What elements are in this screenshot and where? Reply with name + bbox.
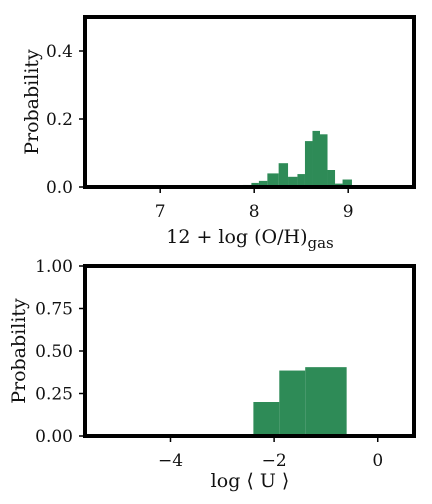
bottom-y-tick-label: 0.50 bbox=[35, 342, 73, 362]
bottom-plot-frame bbox=[83, 264, 416, 438]
top-y-axis-label: Probability bbox=[21, 49, 43, 155]
top-x-ticks: 7 8 9 bbox=[155, 187, 354, 222]
top-histogram-bar bbox=[327, 170, 336, 187]
top-x-tick-label: 9 bbox=[343, 202, 354, 222]
top-y-tick-label: 0.4 bbox=[46, 42, 73, 62]
top-histogram-bar bbox=[258, 180, 268, 187]
top-histogram-bar bbox=[297, 174, 305, 187]
top-histogram-bar bbox=[278, 163, 289, 187]
bottom-histogram-bar bbox=[253, 402, 280, 436]
top-histogram-bar bbox=[267, 173, 279, 187]
bottom-chart: −4 −2 0 0.00 0.25 0.50 0.75 1.00 Probability l… bbox=[8, 257, 416, 492]
top-histogram-bars bbox=[235, 130, 352, 187]
bottom-y-ticks: 0.00 0.25 0.50 0.75 1.00 bbox=[35, 257, 85, 447]
top-histogram-bar bbox=[320, 134, 328, 187]
bottom-histogram-bar bbox=[305, 367, 347, 436]
bottom-histogram-bar bbox=[279, 370, 306, 436]
bottom-x-ticks: −4 −2 0 bbox=[158, 436, 383, 471]
top-x-tick-label: 7 bbox=[155, 202, 166, 222]
bottom-y-tick-label: 0.00 bbox=[35, 427, 73, 447]
bottom-x-tick-label: −2 bbox=[262, 451, 287, 471]
top-histogram-bar bbox=[312, 130, 320, 187]
top-x-axis-label-subscript: gas bbox=[308, 234, 334, 252]
bottom-y-tick-label: 0.25 bbox=[35, 385, 73, 405]
bottom-histogram-bars bbox=[253, 367, 347, 436]
top-histogram-bar bbox=[288, 176, 298, 187]
top-chart: 7 8 9 0.0 0.2 0.4 Probability 12 + log (O/H)… bbox=[21, 15, 416, 252]
top-y-tick-label: 0.2 bbox=[46, 110, 73, 130]
top-plot-frame bbox=[83, 15, 416, 189]
top-x-axis-label-main: 12 + log (O/H) bbox=[166, 226, 307, 248]
top-histogram-bar bbox=[304, 141, 313, 187]
top-histogram-bar bbox=[251, 182, 259, 187]
bottom-x-tick-label: 0 bbox=[372, 451, 383, 471]
top-x-axis-label: 12 + log (O/H)gas bbox=[166, 226, 334, 252]
top-y-ticks: 0.0 0.2 0.4 bbox=[46, 42, 85, 198]
bottom-y-tick-label: 0.75 bbox=[35, 300, 73, 320]
top-y-tick-label: 0.0 bbox=[46, 178, 73, 198]
top-histogram-bar bbox=[342, 179, 352, 187]
top-x-tick-label: 8 bbox=[249, 202, 260, 222]
bottom-y-axis-label: Probability bbox=[8, 298, 30, 404]
bottom-y-tick-label: 1.00 bbox=[35, 257, 73, 277]
bottom-x-tick-label: −4 bbox=[158, 451, 183, 471]
bottom-x-axis-label: log ⟨ U ⟩ bbox=[211, 470, 290, 492]
